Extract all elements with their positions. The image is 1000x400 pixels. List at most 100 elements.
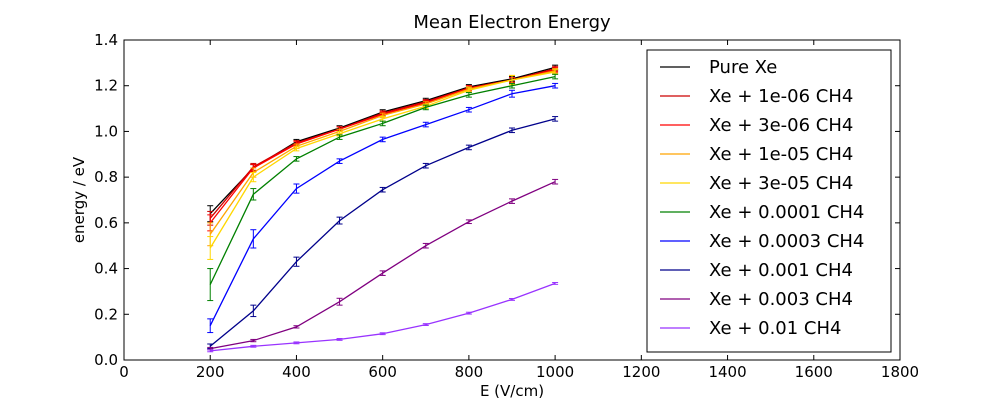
error-bar xyxy=(250,338,257,343)
series-line xyxy=(209,70,556,235)
legend-item: Xe + 0.001 CH4 xyxy=(660,260,853,281)
plot-frame xyxy=(123,39,901,361)
error-bar xyxy=(465,92,472,98)
legend-item: Pure Xe xyxy=(660,57,777,78)
error-bar xyxy=(379,270,386,276)
error-bar xyxy=(422,162,429,169)
error-bar xyxy=(250,344,257,348)
y-tick-label: 1.2 xyxy=(94,77,118,95)
error-bar xyxy=(293,256,300,267)
legend-item: Xe + 1e-06 CH4 xyxy=(660,86,853,107)
legend-label: Xe + 0.01 CH4 xyxy=(709,318,841,339)
legend-item: Xe + 0.0003 CH4 xyxy=(660,231,864,252)
y-tick-label: 0.4 xyxy=(94,260,118,278)
error-bar xyxy=(552,82,559,89)
series-line xyxy=(209,69,556,224)
error-bar xyxy=(422,242,429,249)
error-bar xyxy=(336,297,343,306)
series-line xyxy=(209,67,556,219)
legend-item: Xe + 3e-06 CH4 xyxy=(660,115,853,136)
error-bar xyxy=(336,158,343,164)
series-0 xyxy=(207,64,559,223)
y-tick-label: 0.0 xyxy=(94,351,118,369)
axes: 0 200 400 600 800 1000 1200 1400 1600 1800 0.0 0.2 0… xyxy=(94,31,919,381)
error-bar xyxy=(207,318,214,334)
error-bar xyxy=(207,236,214,260)
error-bar xyxy=(509,89,515,98)
series-3 xyxy=(207,68,559,247)
error-bar xyxy=(336,216,343,225)
y-tick-label: 1.0 xyxy=(94,122,118,140)
x-tick-label: 1400 xyxy=(708,363,746,381)
error-bar xyxy=(250,188,257,201)
error-bar xyxy=(336,338,343,341)
legend-label: Xe + 1e-05 CH4 xyxy=(709,144,853,165)
error-bar xyxy=(465,311,472,315)
error-bar xyxy=(250,229,257,249)
error-bar xyxy=(465,144,472,151)
error-bar xyxy=(379,120,386,127)
error-bar xyxy=(379,136,386,143)
y-axis-label: energy / eV xyxy=(70,156,88,243)
error-bar xyxy=(509,127,515,134)
error-bar xyxy=(293,145,300,152)
legend-label: Xe + 0.0001 CH4 xyxy=(709,202,864,223)
series-line xyxy=(209,75,556,285)
error-bar xyxy=(552,73,559,80)
error-bar xyxy=(465,106,472,113)
x-tick-label: 1600 xyxy=(795,363,833,381)
legend-label: Xe + 1e-06 CH4 xyxy=(709,86,853,107)
x-tick-label: 800 xyxy=(455,363,484,381)
error-bar xyxy=(379,332,386,336)
x-tick-label: 1200 xyxy=(622,363,660,381)
y-tick-label: 0.2 xyxy=(94,305,118,323)
legend-label: Xe + 3e-05 CH4 xyxy=(709,173,853,194)
series-4 xyxy=(207,69,559,260)
error-bar xyxy=(293,341,300,345)
x-tick-label: 600 xyxy=(368,363,397,381)
series-7 xyxy=(207,116,559,350)
error-bar xyxy=(207,268,214,302)
x-tick-label: 1000 xyxy=(536,363,574,381)
error-bar xyxy=(422,121,429,128)
series-line xyxy=(210,282,556,352)
series-line xyxy=(210,181,556,350)
y-tick-label: 0.6 xyxy=(94,214,118,232)
series-9 xyxy=(207,282,559,353)
error-bar xyxy=(552,178,559,185)
legend-item: Xe + 0.0001 CH4 xyxy=(660,202,864,223)
series-1 xyxy=(207,65,559,226)
legend-label: Pure Xe xyxy=(709,57,777,78)
x-tick-label: 200 xyxy=(196,363,225,381)
error-bar xyxy=(293,156,300,162)
legend-item: Xe + 1e-05 CH4 xyxy=(660,144,853,165)
y-tick-label: 1.4 xyxy=(94,31,118,49)
chart-title: Mean Electron Energy xyxy=(413,12,611,33)
x-tick-label: 0 xyxy=(119,363,129,381)
error-bar xyxy=(422,104,429,111)
error-bar xyxy=(552,116,559,122)
error-bar xyxy=(336,134,343,140)
legend-label: Xe + 0.003 CH4 xyxy=(709,289,853,310)
legend-label: Xe + 3e-06 CH4 xyxy=(709,115,853,136)
legend: Pure Xe Xe + 1e-06 CH4 Xe + 3e-06 CH4 Xe + … xyxy=(646,49,892,353)
series-8 xyxy=(207,178,559,351)
error-bar xyxy=(379,186,386,193)
error-bar xyxy=(509,82,515,89)
x-tick-label: 400 xyxy=(282,363,311,381)
series-6 xyxy=(207,82,559,334)
error-bar xyxy=(207,349,214,353)
error-bar xyxy=(509,298,515,301)
legend-label: Xe + 0.001 CH4 xyxy=(709,260,853,281)
legend-box xyxy=(646,49,892,353)
error-bar xyxy=(465,219,472,225)
error-bar xyxy=(250,172,257,183)
x-tick-label: 1800 xyxy=(881,363,919,381)
error-bar xyxy=(509,198,515,204)
legend-item: Xe + 0.01 CH4 xyxy=(660,318,841,339)
legend-item: Xe + 0.003 CH4 xyxy=(660,289,853,310)
error-bar xyxy=(250,304,257,318)
series-2 xyxy=(207,66,559,232)
legend-label: Xe + 0.0003 CH4 xyxy=(709,231,864,252)
